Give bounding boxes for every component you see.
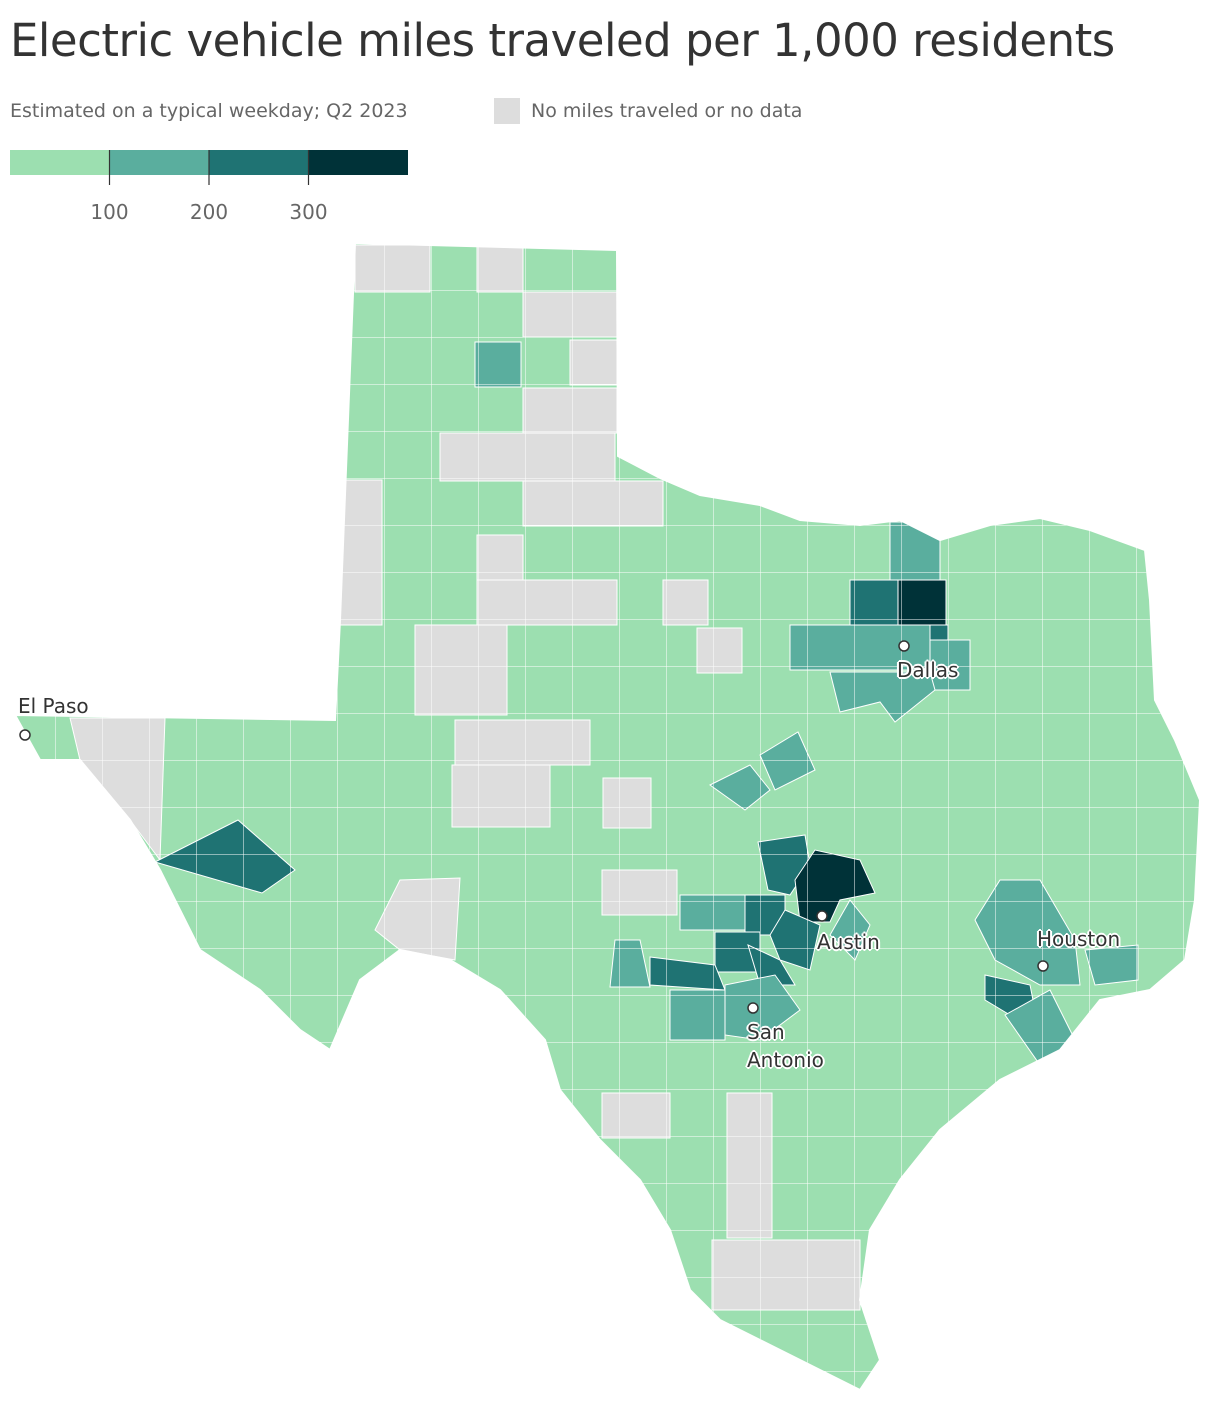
counties [15,243,1200,1390]
legend-tick-label: 100 [90,200,128,224]
city-dot [816,910,828,922]
city-label: Dallas [897,658,959,682]
county-lines [15,243,1200,1390]
no-data-label: No miles traveled or no data [531,100,803,122]
legend-bin [308,150,408,175]
legend-tick-label: 300 [289,200,327,224]
legend-tick-label: 200 [190,200,228,224]
no-data-swatch [494,98,520,124]
legend-bin [109,150,209,175]
city-label: Houston [1037,927,1121,951]
city-label: Austin [817,930,880,954]
city-dot [747,1002,759,1014]
city-label: San Antonio [747,1020,824,1072]
city-dot [1037,960,1049,972]
title: Electric vehicle miles traveled per 1,00… [10,14,1115,67]
subtitle: Estimated on a typical weekday; Q2 2023 [10,100,408,122]
legend-bin [10,150,110,175]
city-dot [898,640,910,652]
city-label: El Paso [18,694,89,718]
legend-bin [209,150,309,175]
city-dot [19,729,31,741]
